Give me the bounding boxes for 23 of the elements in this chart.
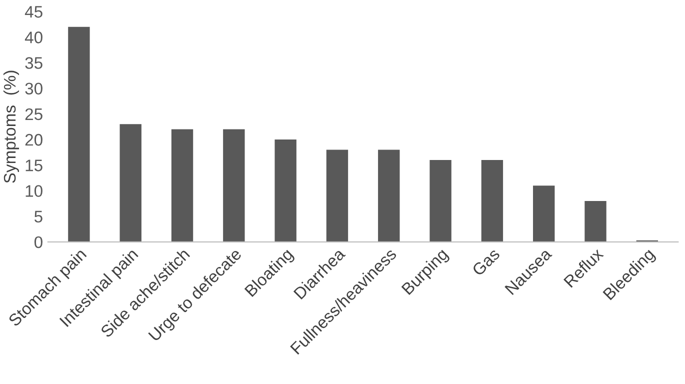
- bar: [171, 129, 194, 242]
- y-tick-label: 0: [34, 236, 42, 248]
- bar: [532, 186, 555, 242]
- bar: [378, 150, 400, 242]
- bar: [481, 160, 504, 242]
- y-tick-label: 25: [25, 108, 42, 120]
- y-tick-label: 45: [24, 6, 42, 18]
- y-tick-label: 20: [25, 134, 42, 146]
- x-tick-label: Gas: [471, 248, 500, 276]
- y-tick-label: 40: [24, 32, 42, 44]
- bar: [430, 160, 452, 242]
- y-tick-label: 35: [25, 57, 42, 69]
- y-tick-label: 15: [26, 160, 42, 172]
- bar: [223, 129, 245, 242]
- y-tick-label: 30: [25, 82, 42, 95]
- bar: [326, 150, 348, 242]
- bar: [68, 26, 90, 242]
- y-tick-label: 10: [26, 185, 42, 197]
- y-axis-title: Symptoms (%): [3, 70, 19, 183]
- bar: [120, 124, 142, 242]
- bar: [274, 140, 296, 242]
- bar: [584, 200, 606, 242]
- y-tick-label: 5: [34, 210, 42, 223]
